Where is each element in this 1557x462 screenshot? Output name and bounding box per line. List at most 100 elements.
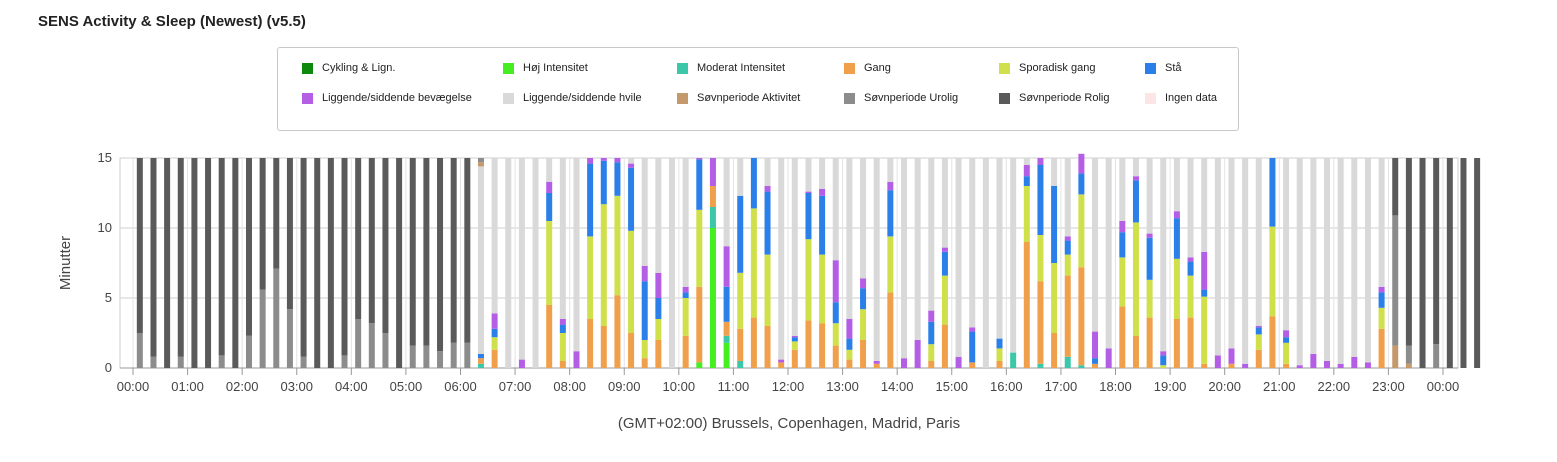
bar-segment-lying-rest — [737, 158, 744, 196]
bar-segment-stand — [860, 288, 867, 310]
bar-segment-lying-rest — [996, 158, 1003, 339]
bar-segment-stand — [1037, 165, 1044, 235]
bar-segment-walk — [1228, 363, 1235, 368]
legend-swatch — [1145, 92, 1156, 104]
y-tick-label: 15 — [98, 150, 112, 165]
legend-item-sporadic[interactable]: Sporadisk gang — [999, 62, 1095, 74]
bar-segment-lying-move — [655, 272, 662, 298]
bar-segment-walk — [860, 340, 867, 368]
legend-swatch — [999, 62, 1010, 74]
bar-segment-sleep-calm — [300, 158, 307, 357]
legend-item-sleep-calm[interactable]: Søvnperiode Rolig — [999, 92, 1110, 104]
legend-item-stand[interactable]: Stå — [1145, 62, 1182, 74]
bar-segment-sporadic — [1187, 275, 1194, 318]
bar-segment-sleep-calm — [450, 158, 457, 343]
bar-segment-stand — [1078, 173, 1085, 195]
bar-segment-lying-rest — [900, 158, 907, 359]
legend-item-sleep-restless[interactable]: Søvnperiode Urolig — [844, 92, 958, 104]
bar-segment-sporadic — [628, 230, 635, 333]
bar-segment-sporadic — [887, 236, 894, 293]
bar-segment-stand — [750, 158, 757, 209]
bar-segment-lying-move — [860, 278, 867, 289]
bar-segment-sleep-calm — [1392, 158, 1399, 216]
bar-segment-sleep-calm — [409, 158, 416, 346]
x-tick-label: 11:00 — [718, 379, 750, 394]
bar-segment-lying-rest — [832, 158, 839, 261]
bar-segment-lying-move — [1146, 233, 1153, 238]
bar-segment-stand — [805, 193, 812, 240]
bar-segment-sleep-calm — [1433, 158, 1440, 345]
bar-segment-sleep-restless — [464, 342, 471, 368]
bar-segment-sporadic — [587, 236, 594, 319]
legend-label: Liggende/siddende hvile — [523, 92, 642, 104]
bar-segment-sporadic — [1051, 263, 1058, 333]
bar-segment-lying-move — [778, 359, 785, 363]
bar-segment-high — [696, 362, 703, 368]
bar-segment-stand — [887, 190, 894, 237]
x-axis-label: (GMT+02:00) Brussels, Copenhagen, Madrid… — [618, 415, 960, 432]
bar-segment-lying-rest — [805, 158, 812, 192]
bar-segment-moderate — [1037, 363, 1044, 368]
legend-item-moderate[interactable]: Moderat Intensitet — [677, 62, 785, 74]
legend-item-walk[interactable]: Gang — [844, 62, 891, 74]
bar-segment-lying-rest — [1092, 158, 1099, 332]
bar-segment-sleep-calm — [164, 158, 171, 368]
bar-segment-lying-rest — [873, 158, 880, 361]
bar-segment-lying-move — [1037, 158, 1044, 165]
bar-segment-sporadic — [1078, 194, 1085, 268]
y-axis-label: Minutter — [57, 236, 74, 290]
y-tick-label: 10 — [98, 220, 112, 235]
bar-segment-lying-rest — [914, 158, 921, 340]
legend-swatch — [677, 62, 688, 74]
bar-segment-lying-move — [1092, 331, 1099, 359]
bar-segment-lying-move — [1364, 362, 1371, 368]
x-tick-label: 05:00 — [390, 379, 423, 394]
bar-segment-sporadic — [1037, 235, 1044, 282]
bar-segment-sleep-calm — [191, 158, 198, 368]
bar-segment-walk — [587, 319, 594, 368]
bar-segment-walk — [778, 362, 785, 368]
bar-segment-stand — [1023, 176, 1030, 186]
bar-segment-stand — [969, 331, 976, 363]
bar-segment-sleep-calm — [1474, 158, 1481, 368]
bar-segment-lying-move — [518, 359, 525, 368]
bar-segment-walk — [682, 335, 689, 368]
bar-segment-walk — [1187, 317, 1194, 368]
bar-segment-lying-move — [1283, 330, 1290, 338]
bar-segment-lying-move — [682, 286, 689, 293]
legend-item-high[interactable]: Høj Intensitet — [503, 62, 588, 74]
bar-segment-lying-rest — [1378, 158, 1385, 287]
legend-item-sleep-active[interactable]: Søvnperiode Aktivitet — [677, 92, 800, 104]
x-tick-label: 07:00 — [499, 379, 532, 394]
bar-segment-sleep-calm — [327, 158, 334, 368]
bar-segment-lying-rest — [846, 158, 853, 319]
bar-segment-lying-move — [846, 319, 853, 339]
bar-segment-sporadic — [559, 333, 566, 361]
bar-segment-sleep-calm — [1446, 158, 1453, 368]
bar-segment-sporadic — [1378, 307, 1385, 329]
bar-segment-walk — [791, 349, 798, 368]
bar-segment-stand — [1283, 337, 1290, 343]
bar-segment-stand — [546, 193, 553, 221]
legend-item-no-data[interactable]: Ingen data — [1145, 92, 1217, 104]
bar-segment-sleep-restless — [300, 356, 307, 368]
bar-segment-walk — [1173, 319, 1180, 368]
legend-label: Cykling & Lign. — [322, 62, 396, 74]
bar-segment-sporadic — [764, 254, 771, 326]
bar-segment-lying-move — [900, 358, 907, 368]
legend-item-lying-rest[interactable]: Liggende/siddende hvile — [503, 92, 642, 104]
bar-segment-sleep-calm — [286, 158, 293, 310]
bar-segment-stand — [600, 160, 607, 205]
x-tick-label: 10:00 — [663, 379, 696, 394]
legend-item-lying-move[interactable]: Liggende/siddende bevægelse — [302, 92, 472, 104]
legend-label: Søvnperiode Rolig — [1019, 92, 1110, 104]
legend-label: Ingen data — [1165, 92, 1217, 104]
bar-segment-sleep-restless — [218, 355, 225, 368]
bar-segment-lying-rest — [928, 158, 935, 311]
bar-segment-sleep-restless — [150, 356, 157, 368]
bar-segment-stand — [1187, 261, 1194, 276]
x-tick-label: 03:00 — [280, 379, 313, 394]
bar-segment-stand — [819, 195, 826, 255]
bar-segment-sleep-restless — [477, 158, 484, 163]
legend-item-cycling[interactable]: Cykling & Lign. — [302, 62, 395, 74]
